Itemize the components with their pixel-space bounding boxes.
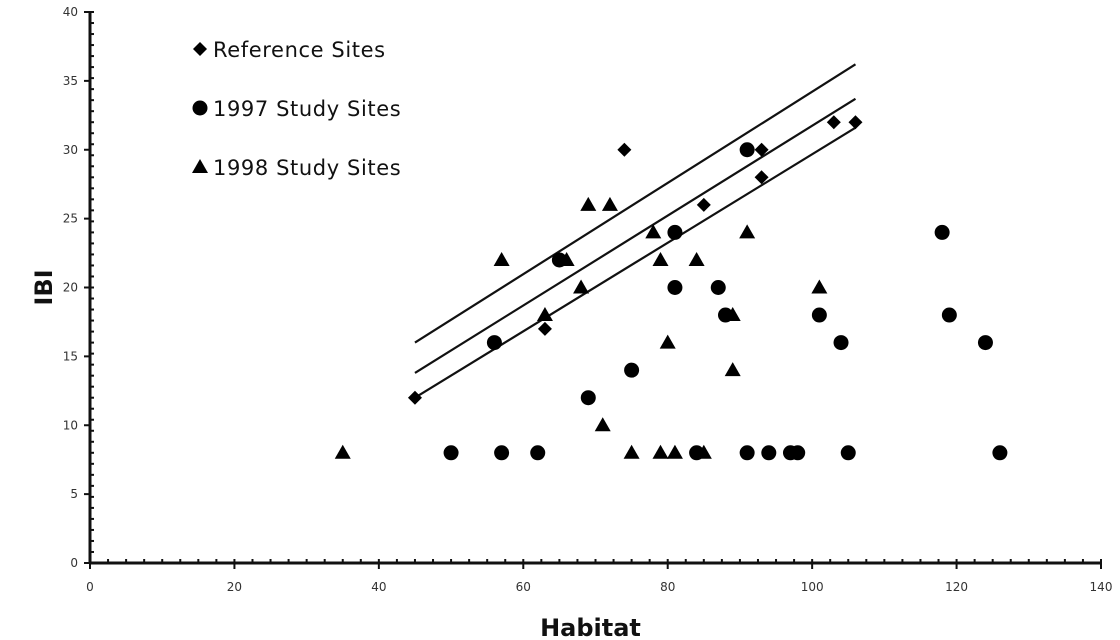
y-tick-label: 5: [70, 487, 78, 501]
data-point-circle: [443, 445, 459, 461]
legend-label: 1997 Study Sites: [213, 97, 401, 121]
data-point-triangle: [724, 362, 741, 377]
data-point-triangle: [536, 307, 553, 322]
y-tick-label: 10: [63, 418, 78, 432]
data-point-triangle: [334, 444, 351, 459]
data-point-diamond: [696, 197, 711, 212]
data-point-triangle: [695, 444, 712, 459]
data-point-diamond: [754, 142, 769, 157]
legend-label: 1998 Study Sites: [213, 156, 401, 180]
data-point-triangle: [739, 224, 756, 239]
data-point-triangle: [666, 444, 683, 459]
y-tick-label: 15: [63, 349, 78, 363]
data-point-circle: [530, 445, 546, 461]
data-point-circle: [580, 390, 596, 406]
data-point-circle: [790, 445, 806, 461]
x-tick-label: 60: [516, 580, 531, 594]
data-point-diamond: [826, 115, 841, 130]
data-point-circle: [833, 335, 849, 351]
data-point-circle: [840, 445, 856, 461]
x-tick-label: 80: [660, 580, 675, 594]
data-point-triangle: [652, 444, 669, 459]
x-tick-label: 40: [371, 580, 386, 594]
legend-triangle-marker: [192, 159, 208, 173]
data-point-triangle: [811, 279, 828, 294]
data-point-circle: [739, 142, 755, 158]
data-point-diamond: [537, 321, 552, 336]
legend-diamond-marker: [193, 42, 207, 56]
data-point-triangle: [493, 251, 510, 266]
legend-label: Reference Sites: [213, 38, 386, 62]
data-point-triangle: [724, 307, 741, 322]
data-point-circle: [494, 445, 510, 461]
regression-line: [414, 97, 857, 374]
data-point-circle: [486, 335, 502, 351]
data-point-triangle: [601, 196, 618, 211]
data-point-triangle: [623, 444, 640, 459]
data-point-circle: [710, 280, 726, 295]
y-tick-label: 0: [70, 556, 78, 570]
y-tick-label: 25: [63, 212, 78, 226]
data-point-diamond: [754, 170, 769, 185]
y-axis-title: IBI: [30, 269, 58, 305]
data-point-triangle: [594, 417, 611, 432]
data-point-circle: [941, 307, 957, 323]
x-tick-label: 120: [945, 580, 968, 594]
data-point-circle: [934, 224, 950, 240]
data-point-circle: [761, 445, 777, 461]
x-axis-title: Habitat: [540, 614, 641, 640]
data-point-triangle: [580, 196, 597, 211]
data-point-circle: [739, 445, 755, 461]
y-tick-label: 40: [63, 5, 78, 19]
data-point-circle: [667, 224, 683, 240]
data-point-diamond: [617, 142, 632, 157]
data-point-circle: [667, 280, 683, 295]
x-tick-label: 140: [1090, 580, 1113, 594]
data-point-triangle: [645, 224, 662, 239]
data-point-triangle: [652, 251, 669, 266]
data-point-circle: [992, 445, 1008, 461]
regression-line: [414, 126, 857, 399]
data-point-triangle: [688, 251, 705, 266]
x-tick-label: 20: [227, 580, 242, 594]
y-tick-label: 20: [63, 281, 78, 295]
data-point-diamond: [407, 390, 422, 405]
data-point-circle: [977, 335, 993, 351]
y-tick-label: 30: [63, 143, 78, 157]
data-point-triangle: [659, 334, 676, 349]
regression-line: [414, 63, 857, 344]
data-point-diamond: [848, 115, 863, 130]
data-point-circle: [811, 307, 827, 323]
x-tick-label: 0: [86, 580, 94, 594]
x-tick-label: 100: [801, 580, 824, 594]
data-point-circle: [624, 362, 640, 378]
y-tick-label: 35: [63, 74, 78, 88]
data-point-triangle: [573, 279, 590, 294]
legend-circle-marker: [192, 100, 208, 116]
data-point-triangle: [558, 251, 575, 266]
